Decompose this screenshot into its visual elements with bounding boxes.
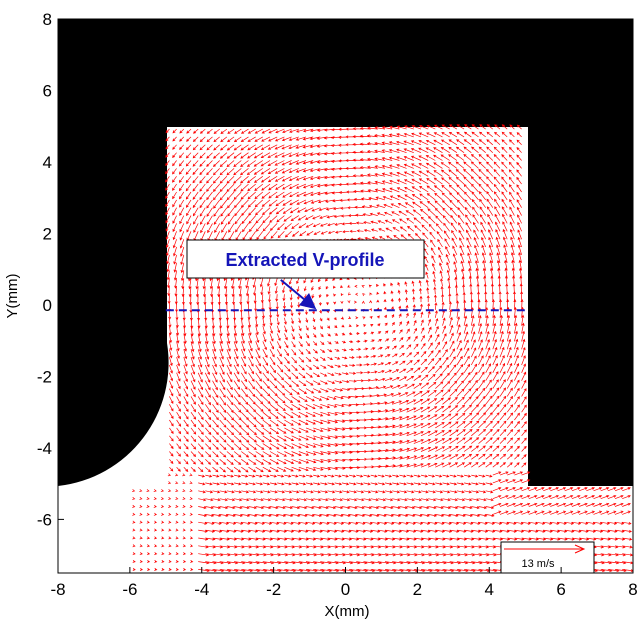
x-tick-label: 2: [413, 580, 422, 599]
velocity-vectors: [132, 124, 633, 573]
scale-legend: 13 m/s: [500, 541, 595, 574]
x-tick-label: -6: [122, 580, 137, 599]
scale-arrow-head: [574, 544, 586, 554]
annotation-label: Extracted V-profile: [225, 250, 384, 270]
profile-annotation: Extracted V-profile: [186, 239, 425, 310]
annotation-arrow: [280, 279, 317, 310]
x-tick-label: -8: [50, 580, 65, 599]
x-tick-label: 4: [485, 580, 494, 599]
y-tick-label: 0: [43, 296, 52, 315]
scale-label: 13 m/s: [521, 558, 555, 570]
y-tick-label: -6: [37, 510, 52, 529]
y-tick-label: 4: [43, 153, 52, 172]
y-tick-label: 2: [43, 224, 52, 243]
y-tick-label: -4: [37, 439, 52, 458]
y-axis-label: Y(mm): [4, 274, 21, 319]
y-tick-label: 6: [43, 81, 52, 100]
annotation-box: [186, 239, 425, 279]
wall-region: [58, 19, 633, 486]
x-tick-label: 0: [341, 580, 350, 599]
x-tick-label: 6: [556, 580, 565, 599]
scale-box: [500, 541, 595, 574]
y-axis: -6 -4 -2 0 2 4 6 8: [37, 10, 64, 529]
vector-arrows: [132, 124, 633, 573]
y-tick-label: -2: [37, 367, 52, 386]
x-tick-label: 8: [628, 580, 637, 599]
x-axis-label: X(mm): [325, 603, 370, 620]
x-tick-label: -4: [194, 580, 209, 599]
y-tick-label: 8: [43, 10, 52, 29]
x-axis: -8 -6 -4 -2 0 2 4 6 8: [50, 567, 638, 599]
x-tick-label: -2: [266, 580, 281, 599]
